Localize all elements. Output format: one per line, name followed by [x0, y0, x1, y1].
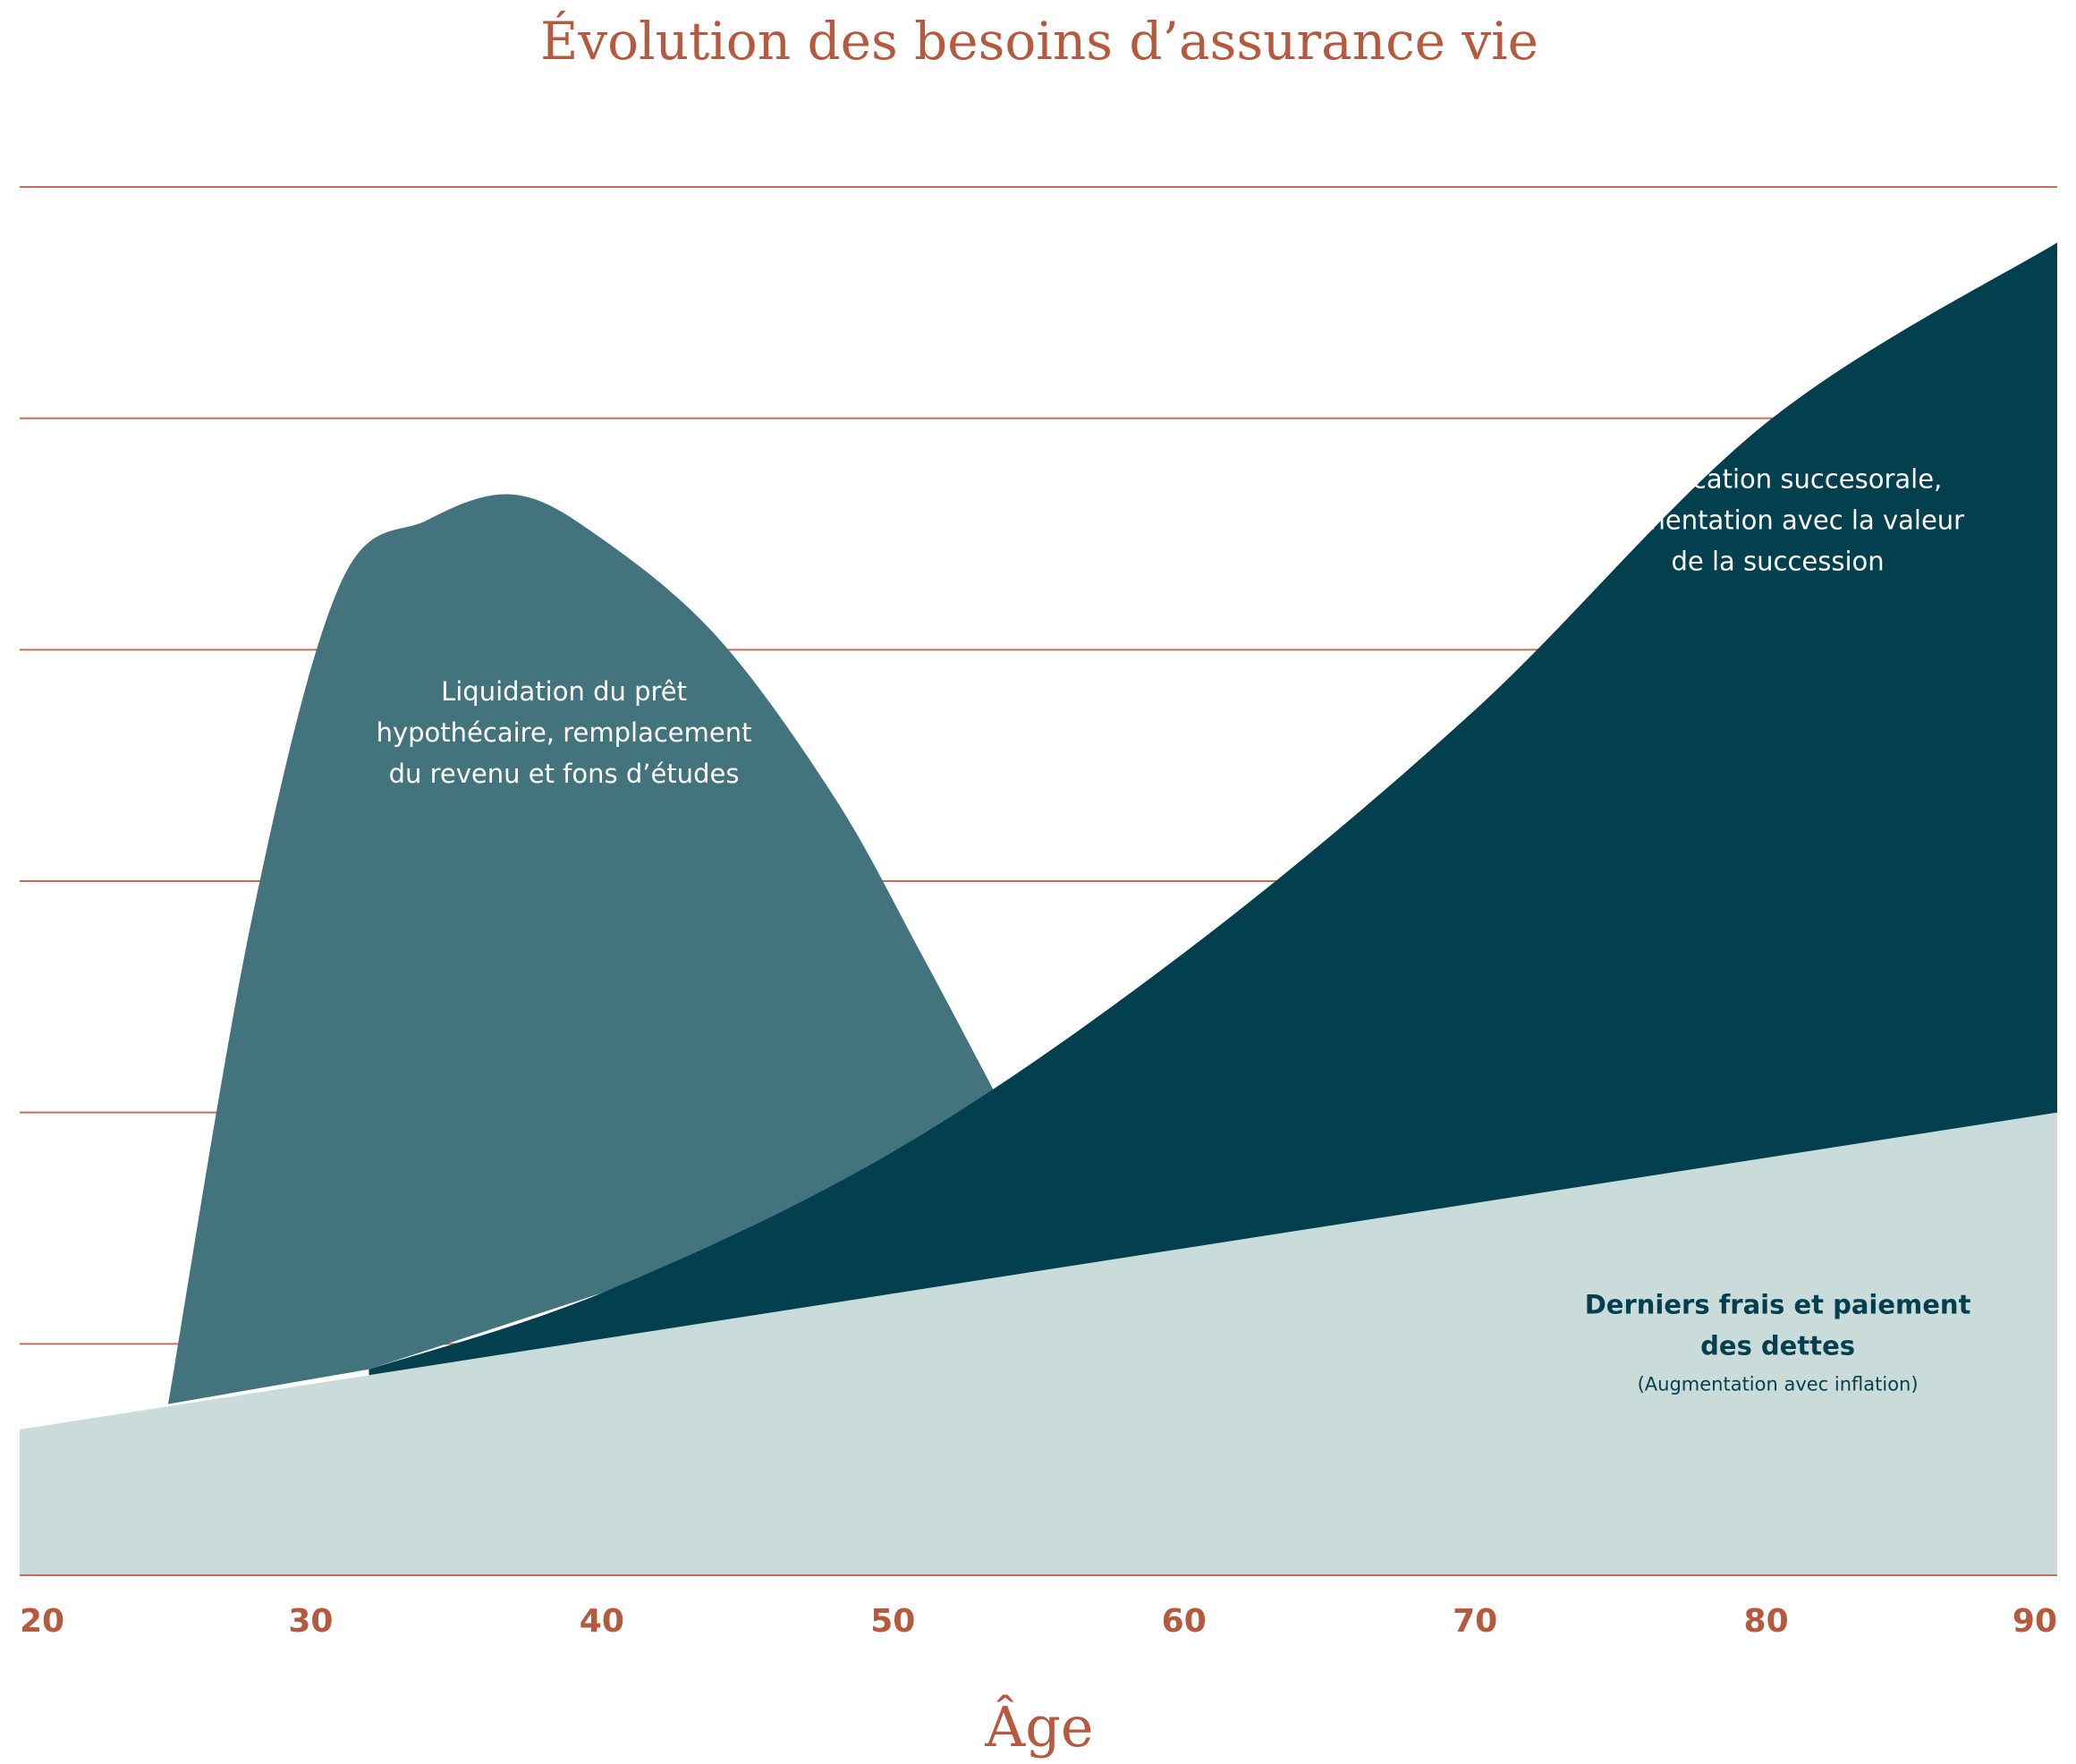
- area-annotations: Derniers frais et paiement des dettes (Aug…: [377, 463, 1971, 1395]
- x-tick-label: 50: [870, 1603, 915, 1640]
- annotation-line: Liquidation du prêt: [441, 676, 687, 707]
- x-tick-label: 80: [1744, 1603, 1789, 1640]
- x-tick-label: 60: [1162, 1603, 1207, 1640]
- annotation-line: Planification succesorale,: [1614, 463, 1942, 494]
- annotation-subtext: (Augmentation avec inflation): [1638, 1374, 1919, 1395]
- annotation-line: des dettes: [1700, 1331, 1855, 1361]
- annotation-line: Derniers frais et paiement: [1585, 1290, 1971, 1320]
- area-mortgage-income: [167, 494, 1015, 1404]
- annotation-line: augmentation avec la valeur: [1591, 505, 1964, 535]
- x-tick-label: 40: [580, 1603, 624, 1640]
- x-axis-ticks: 20 30 40 50 60 70 80 90: [20, 1603, 2057, 1640]
- area-series: [20, 242, 2057, 1575]
- x-tick-label: 20: [20, 1603, 64, 1640]
- annotation-line: hypothécaire, remplacement: [377, 717, 752, 748]
- area-estate-planning: [369, 242, 2057, 1376]
- chart-title: Évolution des besoins d’assurance vie: [540, 11, 1538, 72]
- annotation-line: de la succession: [1672, 546, 1885, 576]
- x-tick-label: 90: [2012, 1603, 2057, 1640]
- area-final-expenses: [20, 1112, 2057, 1575]
- x-tick-label: 30: [288, 1603, 333, 1640]
- annotation-line: du revenu et fons d’études: [389, 759, 740, 789]
- x-tick-label: 70: [1453, 1603, 1497, 1640]
- x-axis-label: Âge: [984, 1694, 1093, 1760]
